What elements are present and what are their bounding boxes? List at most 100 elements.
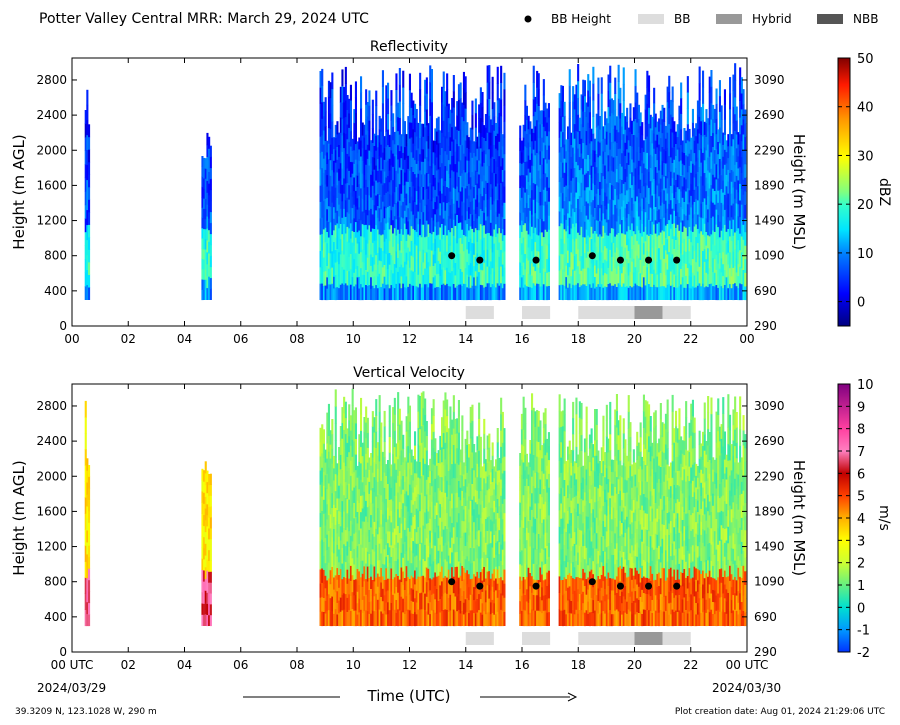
echo-cell	[420, 199, 423, 213]
echo-cell	[336, 133, 339, 147]
echo-cell	[486, 98, 489, 116]
echo-cell	[376, 560, 379, 574]
echo-cell	[326, 242, 329, 255]
echo-cell	[744, 231, 747, 246]
echo-cell	[527, 129, 530, 143]
echo-cell	[693, 275, 696, 288]
echo-cell	[371, 426, 374, 443]
echo-cell	[331, 522, 334, 538]
echo-cell	[597, 220, 600, 237]
echo-cell	[739, 233, 742, 251]
echo-cell	[727, 240, 730, 253]
echo-cell	[385, 533, 388, 546]
echo-cell	[419, 72, 422, 90]
echo-cell	[481, 195, 484, 211]
echo-cell	[659, 151, 662, 166]
echo-cell	[464, 235, 467, 253]
echo-cell	[498, 256, 501, 272]
echo-cell	[444, 106, 447, 122]
echo-cell	[488, 65, 491, 83]
echo-cell	[534, 140, 537, 156]
echo-cell	[407, 494, 410, 512]
echo-cell	[594, 138, 597, 151]
echo-cell	[354, 438, 357, 455]
echo-cell	[395, 154, 398, 171]
echo-cell	[637, 244, 640, 259]
echo-cell	[739, 166, 742, 184]
echo-cell	[363, 187, 366, 201]
echo-cell	[461, 595, 464, 611]
echo-cell	[707, 247, 710, 262]
echo-cell	[454, 581, 457, 597]
echo-cell	[742, 284, 745, 300]
echo-cell	[656, 185, 659, 199]
echo-cell	[546, 231, 549, 246]
echo-cell	[425, 267, 428, 285]
echo-cell	[617, 282, 620, 301]
echo-cell	[664, 225, 667, 238]
echo-cell	[456, 242, 459, 258]
echo-cell	[676, 161, 679, 175]
echo-cell	[493, 172, 496, 188]
echo-cell	[668, 155, 671, 173]
echo-cell	[208, 593, 211, 605]
echo-cell	[365, 484, 368, 501]
echo-cell	[567, 213, 570, 226]
echo-cell	[725, 242, 728, 255]
echo-cell	[522, 249, 525, 263]
echo-cell	[695, 123, 698, 137]
echo-cell	[544, 201, 547, 216]
echo-cell	[444, 121, 447, 137]
echo-cell	[408, 499, 411, 516]
echo-cell	[378, 444, 381, 462]
echo-cell	[387, 542, 390, 555]
echo-cell	[434, 491, 437, 506]
echo-cell	[204, 158, 207, 169]
echo-cell	[532, 166, 535, 184]
echo-cell	[442, 283, 445, 300]
echo-cell	[393, 215, 396, 229]
echo-cell	[501, 146, 504, 159]
echo-cell	[422, 123, 425, 137]
echo-cell	[354, 97, 357, 113]
echo-cell	[383, 441, 386, 458]
echo-cell	[88, 136, 91, 150]
echo-cell	[469, 140, 472, 153]
echo-cell	[715, 224, 718, 240]
echo-cell	[381, 250, 384, 268]
echo-cell	[675, 143, 678, 156]
echo-cell	[489, 222, 492, 236]
echo-cell	[713, 163, 716, 178]
echo-cell	[446, 89, 449, 107]
echo-cell	[333, 455, 336, 469]
echo-cell	[446, 105, 449, 123]
echo-cell	[653, 269, 656, 285]
echo-cell	[637, 118, 640, 133]
echo-cell	[388, 158, 391, 171]
echo-cell	[361, 274, 364, 288]
echo-cell	[209, 571, 212, 583]
echo-cell	[86, 530, 89, 543]
echo-cell	[547, 201, 550, 216]
echo-cell	[319, 526, 322, 542]
echo-cell	[734, 181, 737, 199]
echo-cell	[676, 186, 679, 200]
echo-cell	[388, 217, 391, 230]
echo-cell	[425, 611, 428, 626]
echo-cell	[696, 128, 699, 144]
echo-cell	[336, 602, 339, 615]
echo-cell	[649, 207, 652, 221]
echo-cell	[503, 89, 506, 106]
x-tick-label: 06	[233, 332, 248, 346]
echo-cell	[462, 485, 465, 498]
echo-cell	[430, 101, 433, 119]
echo-cell	[385, 177, 388, 193]
echo-cell	[375, 528, 378, 546]
echo-cell	[531, 238, 534, 252]
echo-cell	[619, 239, 622, 255]
echo-cell	[321, 266, 324, 284]
echo-cell	[371, 503, 374, 519]
echo-cell	[501, 205, 504, 218]
echo-cell	[519, 262, 522, 276]
echo-cell	[375, 269, 378, 286]
